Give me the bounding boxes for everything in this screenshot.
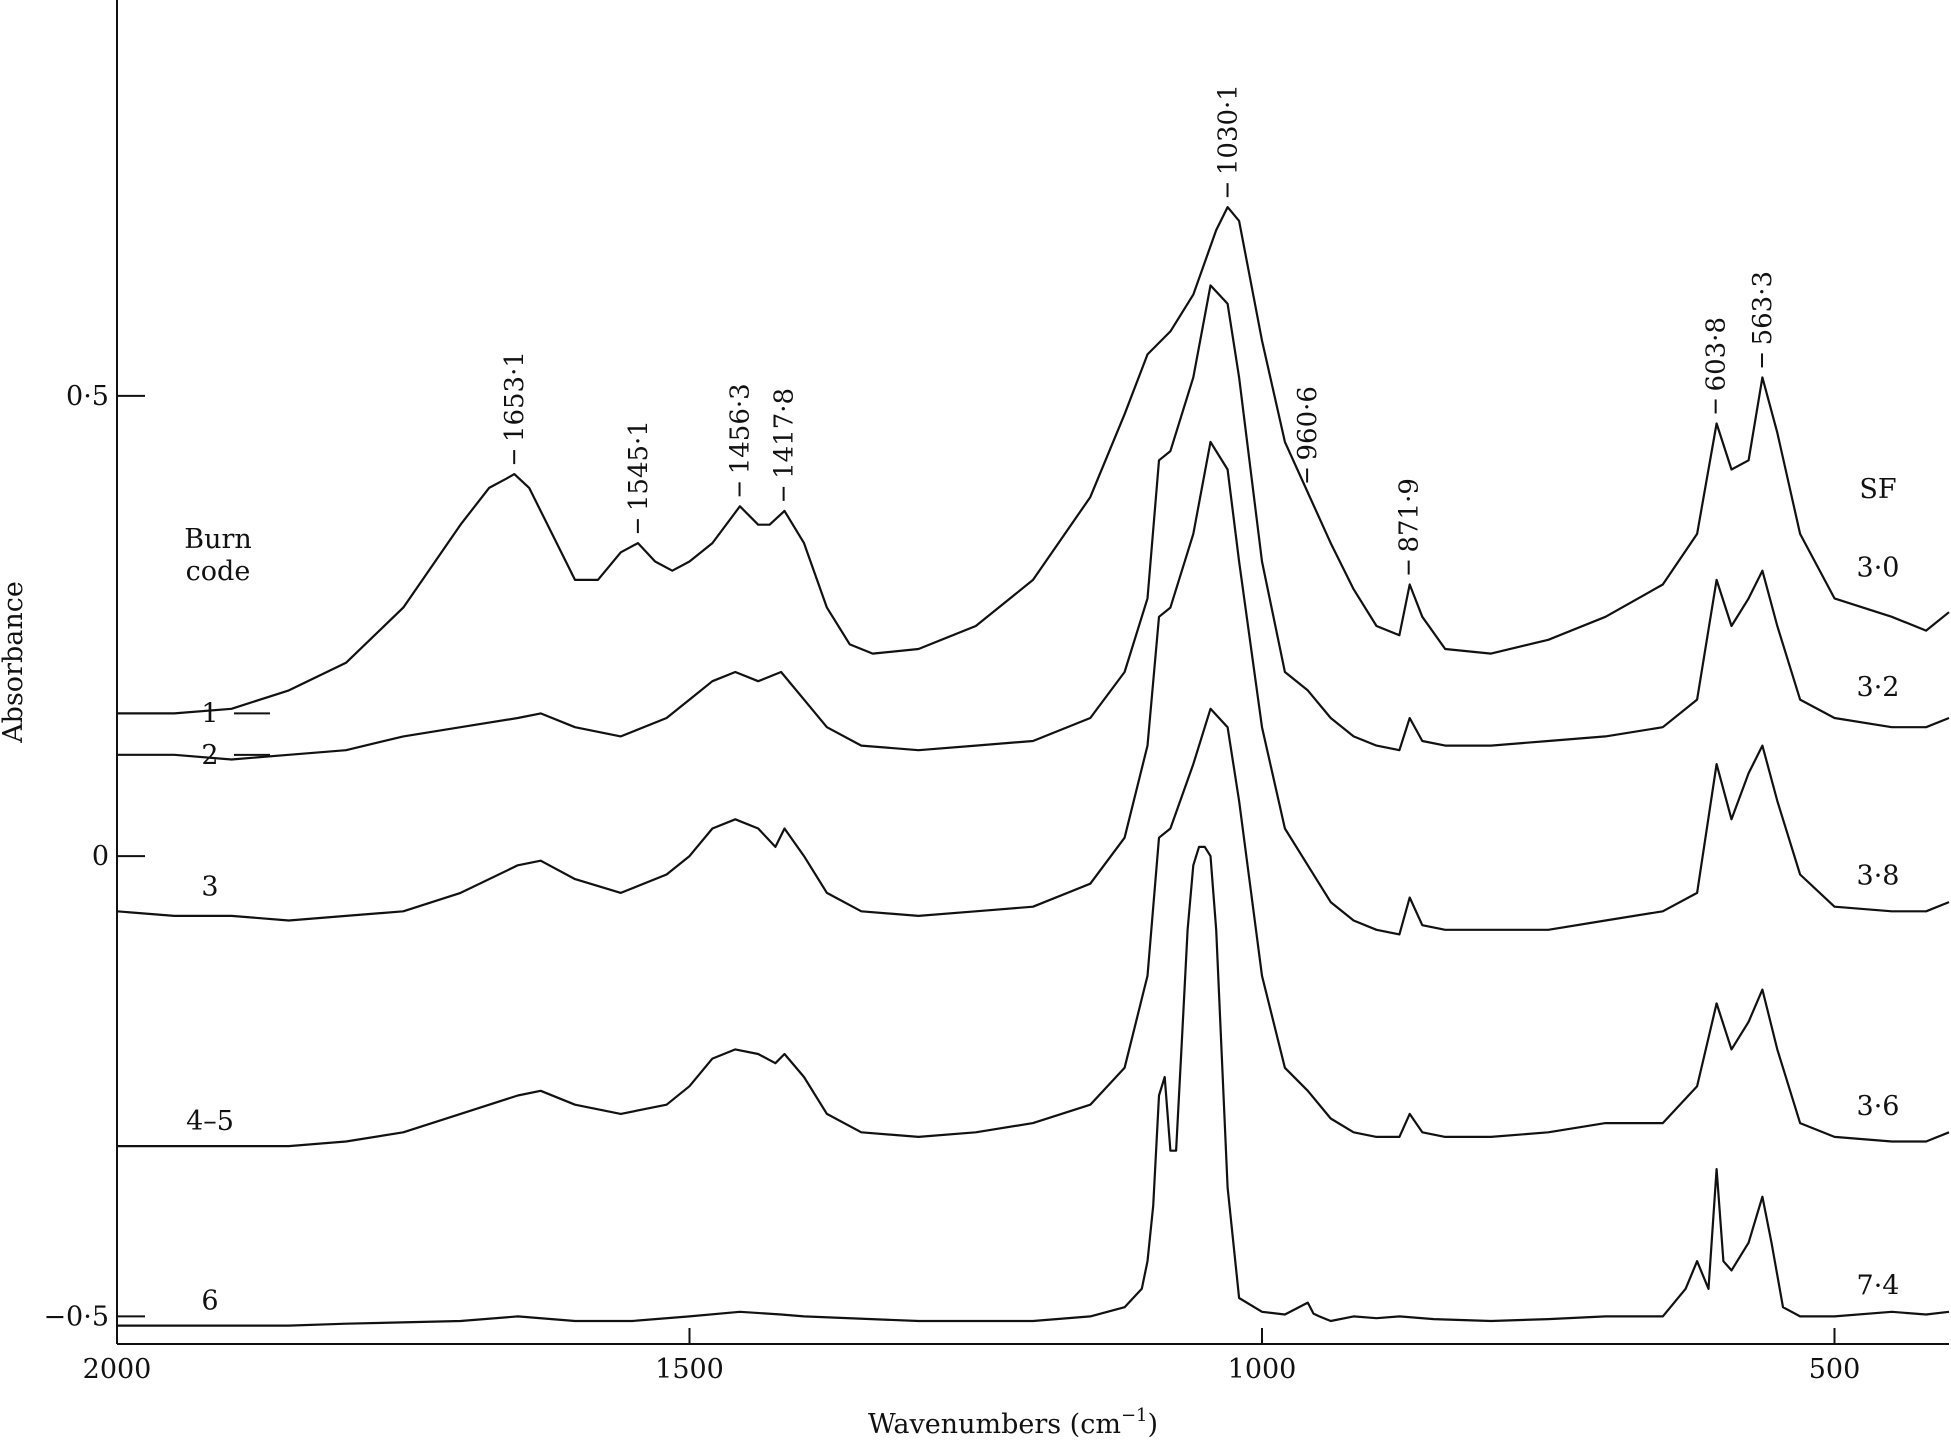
sf-label-5: 7·4 xyxy=(1857,1270,1900,1301)
x-tick-label-1500: 1500 xyxy=(655,1354,724,1385)
burn-code-header-line-2: code xyxy=(186,556,251,587)
y-tick-label-0.5: 0·5 xyxy=(66,381,109,412)
series-line-4 xyxy=(117,707,1950,1148)
burn-code-label-3: 3 xyxy=(201,871,218,902)
x-tick-label-1000: 1000 xyxy=(1228,1354,1297,1385)
series-line-5 xyxy=(117,845,1950,1327)
series-line-3 xyxy=(116,440,1950,936)
peak-label-8: 603·8 xyxy=(1702,317,1732,391)
peak-label-4: 1417·8 xyxy=(770,388,800,479)
sf-header: SF xyxy=(1859,474,1896,505)
series-line-2 xyxy=(117,284,1950,761)
peak-label-1: 1653·1 xyxy=(500,351,530,442)
series-layer xyxy=(116,206,1950,1327)
series-line-1 xyxy=(117,206,1950,715)
x-tick-label-500: 500 xyxy=(1809,1354,1861,1385)
y-tick-label--0.5: −0·5 xyxy=(43,1301,109,1332)
x-axis-title-close: ) xyxy=(1147,1409,1158,1437)
peak-label-2: 1545·1 xyxy=(624,420,654,511)
peak-label-5: 1030·1 xyxy=(1214,84,1244,175)
peak-label-6: 960·6 xyxy=(1293,386,1323,460)
x-tick-label-2000: 2000 xyxy=(83,1354,152,1385)
burn-code-label-5: 6 xyxy=(201,1286,218,1317)
y-axis-title: Absorbance xyxy=(0,581,29,744)
burn-code-label-2: 2 xyxy=(201,740,218,771)
x-axis-title-superscript: −1 xyxy=(1121,1405,1148,1426)
x-axis-title: Wavenumbers (cm−1) xyxy=(868,1405,1158,1437)
sf-label-4: 3·6 xyxy=(1857,1091,1900,1122)
sf-label-3: 3·8 xyxy=(1857,861,1900,892)
peak-label-3: 1456·3 xyxy=(726,383,756,474)
peak-label-7: 871·9 xyxy=(1395,478,1425,552)
y-tick-label-0: 0 xyxy=(92,841,109,872)
burn-code-label-1: 1 xyxy=(201,698,218,729)
burn-code-header-line-1: Burn xyxy=(184,524,252,555)
sf-label-1: 3·0 xyxy=(1857,552,1900,583)
peak-label-9: 563·3 xyxy=(1748,271,1778,345)
burn-code-label-4: 4–5 xyxy=(186,1106,234,1137)
sf-label-2: 3·2 xyxy=(1857,672,1900,703)
